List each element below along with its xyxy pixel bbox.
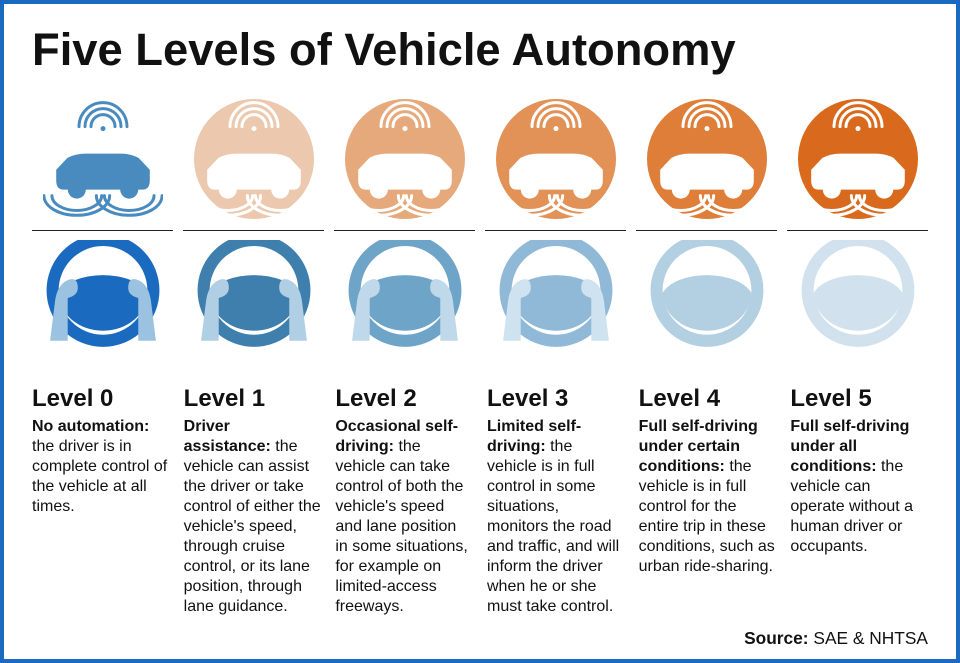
level-description: the vehicle can take control of both the… xyxy=(335,438,468,615)
level-heading: Level 2 xyxy=(335,385,473,413)
level-column: Level 4 Full self-driving under certain c… xyxy=(639,385,777,622)
wheel-cell xyxy=(636,235,777,365)
level-column: Level 2 Occasional self-driving: the vehi… xyxy=(335,385,473,622)
car-cell xyxy=(787,92,928,222)
level-column: Level 0 No automation: the driver is in c… xyxy=(32,385,170,622)
column-underline xyxy=(334,230,475,231)
level-body: Limited self-driving: the vehicle is in … xyxy=(487,417,625,617)
steering-wheel-icon xyxy=(641,240,773,360)
column-underline xyxy=(32,230,173,231)
steering-wheel-icon xyxy=(188,240,320,360)
car-icon xyxy=(647,93,767,221)
level-heading: Level 4 xyxy=(639,385,777,413)
level-column: Level 1 Driver assistance: the vehicle ca… xyxy=(184,385,322,622)
level-column: Level 5 Full self-driving under all condi… xyxy=(790,385,928,622)
level-description: the vehicle is in full control in some s… xyxy=(487,438,619,615)
level-subtitle: Occasional self-driving: xyxy=(335,418,458,455)
level-body: Driver assistance: the vehicle can assis… xyxy=(184,417,322,617)
car-cell xyxy=(636,92,777,222)
level-description: the vehicle can assist the driver or tak… xyxy=(184,438,321,615)
column-underline xyxy=(485,230,626,231)
level-heading: Level 1 xyxy=(184,385,322,413)
level-body: Full self-driving under all conditions: … xyxy=(790,417,928,557)
source-label: Source: xyxy=(744,628,809,648)
wheel-cell xyxy=(183,235,324,365)
level-heading: Level 5 xyxy=(790,385,928,413)
infographic-frame: Five Levels of Vehicle Autonomy Level 0 N… xyxy=(0,0,960,663)
car-icons-row xyxy=(32,92,928,222)
level-subtitle: No automation: xyxy=(32,418,149,435)
wheel-icons-row xyxy=(32,235,928,365)
level-description: the vehicle is in full control for the e… xyxy=(639,458,775,575)
level-column: Level 3 Limited self-driving: the vehicle… xyxy=(487,385,625,622)
car-icon xyxy=(798,93,918,221)
source-line: Source: SAE & NHTSA xyxy=(32,628,928,649)
column-underline xyxy=(636,230,777,231)
wheel-cell xyxy=(32,235,173,365)
car-cell xyxy=(32,92,173,222)
wheel-cell xyxy=(787,235,928,365)
car-icon xyxy=(43,93,163,221)
source-text: SAE & NHTSA xyxy=(813,628,928,648)
level-body: No automation: the driver is in complete… xyxy=(32,417,170,517)
level-body: Full self-driving under certain conditio… xyxy=(639,417,777,577)
level-heading: Level 3 xyxy=(487,385,625,413)
car-icon xyxy=(345,93,465,221)
car-cell xyxy=(183,92,324,222)
steering-wheel-icon xyxy=(339,240,471,360)
steering-wheel-icon xyxy=(490,240,622,360)
wheel-cell xyxy=(485,235,626,365)
level-body: Occasional self-driving: the vehicle can… xyxy=(335,417,473,617)
level-description: the driver is in complete control of the… xyxy=(32,438,167,515)
steering-wheel-icon xyxy=(792,240,924,360)
car-icon xyxy=(194,93,314,221)
steering-wheel-icon xyxy=(37,240,169,360)
wheel-cell xyxy=(334,235,475,365)
column-underline xyxy=(183,230,324,231)
levels-text-row: Level 0 No automation: the driver is in c… xyxy=(32,385,928,622)
level-subtitle: Driver assistance: xyxy=(184,418,276,455)
page-title: Five Levels of Vehicle Autonomy xyxy=(32,26,928,74)
column-underline xyxy=(787,230,928,231)
underline-row xyxy=(32,230,928,231)
car-icon xyxy=(496,93,616,221)
car-cell xyxy=(485,92,626,222)
car-cell xyxy=(334,92,475,222)
level-heading: Level 0 xyxy=(32,385,170,413)
